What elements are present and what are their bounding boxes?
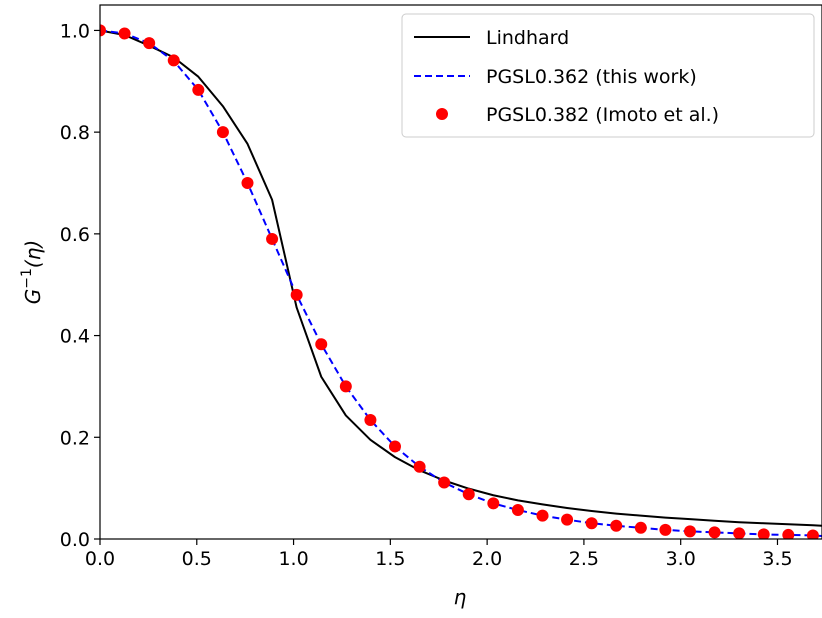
series-2-point [241,177,254,189]
legend-label-pgsl0362: PGSL0.362 (this work) [486,66,697,88]
x-tick-label: 3.0 [666,548,696,570]
y-tick-label: 0.6 [60,224,90,246]
x-tick-label: 1.0 [278,548,308,570]
x-axis-label: η [454,585,467,609]
series-2-point [192,83,205,96]
series-2-point [757,528,770,539]
series-2-point [610,519,623,532]
series-2-point [167,54,180,67]
series-2-point [339,380,352,393]
series-2-point [708,526,721,539]
series-2-point [266,232,279,245]
series-2-point [438,476,451,489]
series-2-point [536,509,549,522]
series-2-point [659,523,672,536]
series-2-point [388,440,401,453]
series-2-point [118,27,131,40]
series-2-markers [100,24,819,539]
series-2-point [634,521,647,534]
x-axis: 0.0 0.5 1.0 1.5 2.0 2.5 3.0 3.5 [85,539,793,570]
series-2-point [683,525,696,538]
y-axis: 0.0 0.2 0.4 0.6 0.8 1.0 [60,20,100,551]
plot-area [100,24,822,539]
series-2-point [290,288,303,301]
series-2-point [413,460,426,473]
series-2-point [511,504,524,517]
y-tick-label: 0.4 [60,326,90,348]
series-2-point [216,126,229,139]
plot-frame [99,4,822,540]
series-2-point [585,517,598,530]
y-axis-label-sup: −1 [19,268,35,289]
x-tick-label: 2.5 [569,548,599,570]
series-2-point [315,338,328,351]
series-2-point [364,413,377,426]
series-2-point [100,24,106,37]
legend-swatch-pgsl0382 [436,108,448,120]
series-2-point [733,527,746,539]
x-tick-label: 0.5 [182,548,212,570]
y-axis-label: G−1(η) [19,240,45,304]
y-axis-label-arg: (η) [21,240,45,268]
series-2-point [487,497,500,510]
legend-label-pgsl0382: PGSL0.382 (Imoto et al.) [486,104,719,126]
x-tick-label: 0.0 [85,548,115,570]
legend: Lindhard PGSL0.362 (this work) PGSL0.382… [401,13,815,138]
y-axis-label-main: G [21,289,45,305]
series-2-point [782,528,795,539]
x-tick-label: 1.5 [375,548,405,570]
svg-text:G−1(η): G−1(η) [19,240,45,304]
series-2-point [806,529,819,539]
x-tick-label: 2.0 [472,548,502,570]
y-tick-label: 0.8 [60,122,90,144]
y-tick-label: 1.0 [60,20,90,42]
y-tick-label: 0.2 [60,427,90,449]
series-2-point [462,488,475,501]
series-2-point [143,37,156,50]
y-tick-label: 0.0 [60,529,90,551]
series-2-point [561,513,574,526]
legend-label-lindhard: Lindhard [486,27,569,49]
legend-box [401,13,815,138]
x-tick-label: 3.5 [762,548,792,570]
